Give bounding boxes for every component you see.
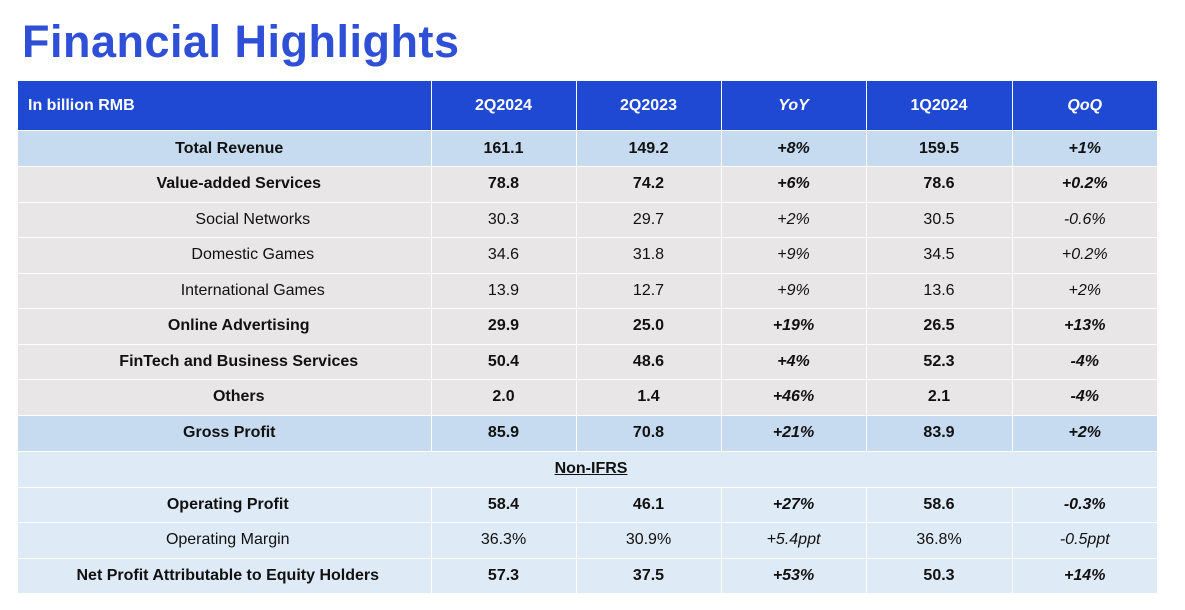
non-ifrs-label: Non-IFRS [554,460,628,477]
cell-2q2023: 30.9% [576,522,722,559]
cell-1q2024: 83.9 [866,415,1013,452]
cell-qoq: +2% [1012,273,1157,309]
cell-2q2024: 85.9 [431,415,577,452]
cell-2q2024: 34.6 [431,237,577,274]
header-1q2024: 1Q2024 [866,81,1013,131]
cell-1q2024: 2.1 [866,379,1013,416]
cell-2q2024: 2.0 [431,379,577,416]
cell-1q2024: 58.6 [866,487,1013,523]
table-row-net-profit: Net Profit Attributable to Equity Holder… [18,558,1157,594]
row-label: Value-added Services [18,166,432,203]
cell-yoy: +4% [721,344,867,380]
cell-qoq: -0.5ppt [1012,522,1157,559]
cell-yoy: +6% [721,166,867,203]
cell-2q2023: 25.0 [576,308,722,345]
table-row-international-games: International Games 13.9 12.7 +9% 13.6 +… [18,273,1157,309]
cell-yoy: +46% [721,379,867,416]
row-label: Gross Profit [18,415,432,452]
row-label: Domestic Games [18,237,432,274]
cell-qoq: -0.6% [1012,202,1157,238]
header-2q2023: 2Q2023 [576,81,722,131]
cell-2q2024: 57.3 [431,558,577,594]
cell-qoq: +2% [1012,415,1157,452]
cell-1q2024: 36.8% [866,522,1013,559]
row-label: Social Networks [18,202,432,238]
table-row-value-added-services: Value-added Services 78.8 74.2 +6% 78.6 … [18,166,1157,203]
cell-2q2023: 46.1 [576,487,722,523]
cell-2q2023: 29.7 [576,202,722,238]
cell-1q2024: 13.6 [866,273,1013,309]
table-row-gross-profit: Gross Profit 85.9 70.8 +21% 83.9 +2% [18,415,1157,452]
cell-1q2024: 78.6 [866,166,1013,203]
non-ifrs-section-row: Non-IFRS [18,451,1157,488]
cell-qoq: +0.2% [1012,237,1157,274]
row-label: Operating Profit [18,487,432,523]
cell-qoq: -0.3% [1012,487,1157,523]
cell-qoq: +1% [1012,130,1157,167]
header-unit: In billion RMB [18,81,432,131]
cell-qoq: -4% [1012,379,1157,416]
cell-2q2024: 29.9 [431,308,577,345]
cell-2q2024: 161.1 [431,130,577,167]
cell-yoy: +21% [721,415,867,452]
cell-1q2024: 50.3 [866,558,1013,594]
cell-2q2024: 30.3 [431,202,577,238]
cell-yoy: +53% [721,558,867,594]
table-row-fintech-business-services: FinTech and Business Services 50.4 48.6 … [18,344,1157,380]
row-label: Others [18,379,432,416]
cell-yoy: +9% [721,273,867,309]
cell-yoy: +8% [721,130,867,167]
row-label: Total Revenue [18,130,432,167]
cell-1q2024: 30.5 [866,202,1013,238]
cell-2q2023: 1.4 [576,379,722,416]
cell-2q2024: 13.9 [431,273,577,309]
cell-1q2024: 26.5 [866,308,1013,345]
table-row-social-networks: Social Networks 30.3 29.7 +2% 30.5 -0.6% [18,202,1157,238]
non-ifrs-cell: Non-IFRS [18,451,1157,488]
cell-qoq: +14% [1012,558,1157,594]
table-row-others: Others 2.0 1.4 +46% 2.1 -4% [18,379,1157,416]
cell-2q2023: 31.8 [576,237,722,274]
cell-2q2024: 78.8 [431,166,577,203]
cell-2q2023: 149.2 [576,130,722,167]
cell-1q2024: 159.5 [866,130,1013,167]
cell-qoq: +0.2% [1012,166,1157,203]
cell-yoy: +2% [721,202,867,238]
cell-qoq: +13% [1012,308,1157,345]
cell-2q2023: 74.2 [576,166,722,203]
cell-yoy: +9% [721,237,867,274]
table-row-operating-margin: Operating Margin 36.3% 30.9% +5.4ppt 36.… [18,522,1157,559]
row-label: International Games [18,273,432,309]
cell-yoy: +27% [721,487,867,523]
header-yoy: YoY [721,81,867,131]
table-row-online-advertising: Online Advertising 29.9 25.0 +19% 26.5 +… [18,308,1157,345]
financial-highlights-table: In billion RMB 2Q2024 2Q2023 YoY 1Q2024 … [18,81,1157,594]
page-title: Financial Highlights [22,16,460,67]
table-row-total-revenue: Total Revenue 161.1 149.2 +8% 159.5 +1% [18,130,1157,167]
row-label: FinTech and Business Services [18,344,432,380]
cell-2q2023: 70.8 [576,415,722,452]
cell-qoq: -4% [1012,344,1157,380]
header-qoq: QoQ [1012,81,1157,131]
cell-1q2024: 52.3 [866,344,1013,380]
table-header-row: In billion RMB 2Q2024 2Q2023 YoY 1Q2024 … [18,81,1157,131]
header-2q2024: 2Q2024 [431,81,577,131]
row-label: Net Profit Attributable to Equity Holder… [18,558,432,594]
table-row-domestic-games: Domestic Games 34.6 31.8 +9% 34.5 +0.2% [18,237,1157,274]
cell-2q2024: 58.4 [431,487,577,523]
cell-2q2023: 37.5 [576,558,722,594]
cell-1q2024: 34.5 [866,237,1013,274]
cell-2q2023: 48.6 [576,344,722,380]
table-row-operating-profit: Operating Profit 58.4 46.1 +27% 58.6 -0.… [18,487,1157,523]
cell-yoy: +19% [721,308,867,345]
cell-2q2024: 50.4 [431,344,577,380]
cell-yoy: +5.4ppt [721,522,867,559]
row-label: Online Advertising [18,308,432,345]
cell-2q2024: 36.3% [431,522,577,559]
cell-2q2023: 12.7 [576,273,722,309]
row-label: Operating Margin [18,522,432,559]
